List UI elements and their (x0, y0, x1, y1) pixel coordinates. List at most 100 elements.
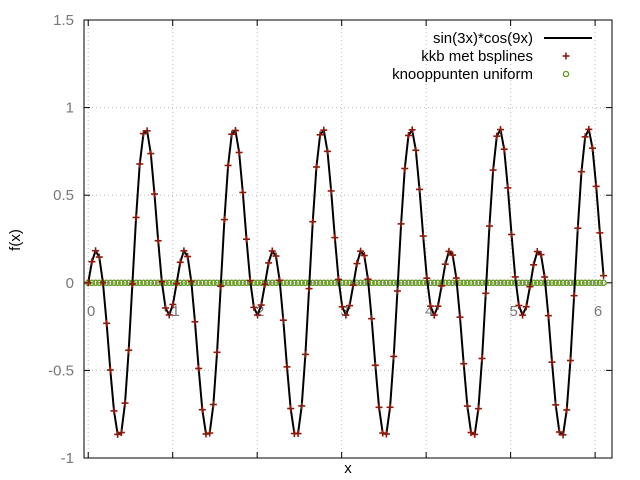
data-point-plus (243, 235, 251, 243)
data-point-circle (401, 279, 409, 287)
data-point-plus (95, 253, 103, 261)
data-point-plus (139, 130, 147, 138)
data-point-plus (544, 312, 552, 320)
data-point-plus (386, 403, 394, 411)
data-point-plus (577, 168, 585, 176)
data-point-circle (430, 279, 438, 287)
data-point-plus (195, 364, 203, 372)
data-point-plus (511, 273, 519, 281)
data-point-plus (566, 357, 574, 365)
data-point-circle (213, 279, 221, 287)
data-point-circle (132, 279, 140, 287)
y-tick-label: -0.5 (48, 362, 74, 379)
data-point-circle (184, 279, 191, 287)
data-point-plus (121, 399, 129, 407)
data-point-plus (165, 311, 173, 319)
data-point-plus (408, 126, 416, 134)
data-point-plus (283, 363, 291, 371)
data-point-plus (261, 280, 269, 288)
data-point-plus (312, 163, 320, 171)
data-point-plus (224, 161, 232, 169)
data-point-circle (375, 279, 383, 287)
data-point-circle (199, 279, 206, 287)
data-point-circle (287, 279, 294, 287)
data-point-plus (482, 289, 490, 297)
data-point-circle (210, 279, 217, 287)
y-tick-label: 1.5 (53, 12, 74, 29)
data-point-plus (184, 253, 192, 261)
data-point-plus (530, 261, 538, 269)
data-point-plus (235, 148, 243, 156)
data-point-plus (106, 366, 114, 374)
data-point-plus (375, 403, 383, 411)
data-point-circle (202, 279, 210, 287)
ticks-layer: 0 1 2 3 4 5 6-1-0.500.511.5 (48, 12, 612, 467)
data-point-plus (441, 260, 449, 268)
data-point-plus (368, 315, 376, 323)
data-point-plus (206, 429, 214, 437)
data-point-circle (320, 279, 328, 287)
legend-label: sin(3x)*cos(9x) (433, 30, 533, 47)
data-point-plus (419, 232, 427, 240)
data-point-plus (485, 222, 493, 230)
data-point-circle (519, 279, 526, 287)
data-point-circle (522, 279, 530, 287)
data-point-plus (117, 429, 125, 437)
data-point-plus (493, 132, 501, 140)
data-point-plus (250, 303, 258, 311)
data-point-plus (279, 316, 287, 324)
data-point-plus (254, 311, 262, 319)
grid-layer (84, 19, 612, 459)
data-point-plus (404, 131, 412, 139)
data-point-plus (84, 279, 92, 287)
data-point-plus (110, 407, 118, 415)
data-point-circle (313, 279, 320, 287)
data-point-circle (243, 279, 250, 287)
data-point-plus (390, 352, 398, 360)
data-point-circle (467, 279, 475, 287)
data-point-circle (412, 279, 420, 287)
x-tick-label: 6 (594, 303, 602, 320)
data-point-circle (556, 279, 563, 287)
data-point-circle (92, 279, 99, 287)
data-point-plus (460, 360, 468, 368)
data-point-circle (563, 279, 571, 287)
data-point-plus (533, 248, 541, 256)
data-point-circle (125, 279, 133, 287)
data-point-plus (401, 165, 409, 173)
data-point-circle (497, 279, 504, 287)
data-point-circle (360, 279, 368, 287)
data-point-plus (320, 126, 328, 134)
data-point-circle (372, 279, 379, 287)
data-point-plus (570, 292, 578, 300)
data-point-circle (154, 279, 162, 287)
data-point-plus (342, 311, 350, 319)
data-point-plus (552, 401, 560, 409)
data-point-circle (291, 279, 298, 287)
data-point-plus (209, 400, 217, 408)
data-point-circle (118, 279, 125, 287)
data-point-plus (246, 277, 254, 285)
data-point-plus (364, 275, 372, 283)
data-point-circle (110, 279, 118, 287)
series-plus (84, 125, 608, 439)
data-point-plus (257, 301, 265, 309)
data-point-circle (294, 279, 302, 287)
y-axis-label: f(x) (7, 229, 24, 251)
data-point-circle (567, 279, 574, 287)
data-point-circle (552, 279, 560, 287)
x-tick-label: 4 (425, 303, 433, 320)
data-point-circle (283, 279, 291, 287)
data-point-plus (397, 220, 405, 228)
legend-label: kkb met bsplines (421, 48, 533, 65)
data-point-plus (508, 230, 516, 238)
x-tick-label: 1 (172, 303, 180, 320)
data-point-circle (600, 279, 607, 287)
y-tick-label: -1 (61, 450, 74, 467)
data-point-plus (228, 130, 236, 138)
data-point-plus (430, 311, 438, 319)
y-tick-label: 0 (66, 275, 74, 292)
data-point-plus (162, 304, 170, 312)
data-point-plus (125, 346, 133, 354)
data-point-plus (335, 275, 343, 283)
